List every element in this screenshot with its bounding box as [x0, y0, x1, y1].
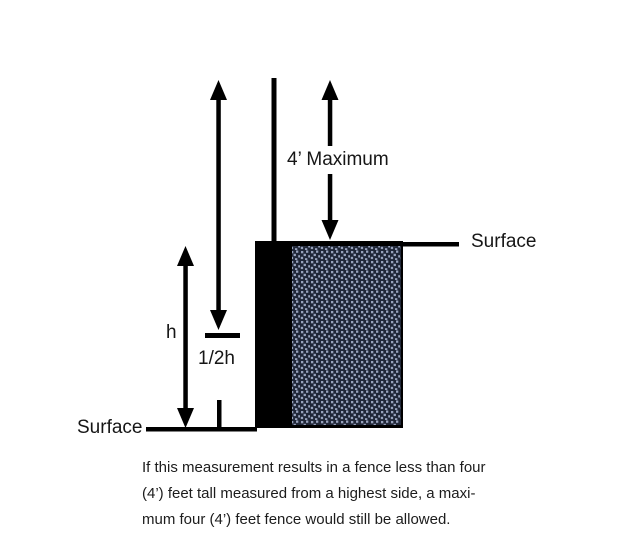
arrow-shaft — [216, 99, 221, 310]
label-max-height: 4’ Maximum — [287, 149, 389, 170]
earth-fill-pattern-rect — [292, 246, 401, 425]
lower-surface-line — [146, 427, 257, 432]
arrowhead-down — [177, 408, 194, 428]
caption-line: (4’) feet tall measured from a highest s… — [142, 485, 476, 502]
arrow-shaft — [327, 174, 333, 222]
arrowhead-down — [210, 310, 227, 330]
max-height-arrow-upper — [321, 80, 339, 146]
arrow-shaft — [327, 99, 333, 146]
max-height-arrow-lower — [321, 174, 339, 240]
caption-text: If this measurement results in a fence l… — [142, 455, 520, 533]
fence-post-line — [271, 78, 277, 241]
h-dimension-arrow — [177, 246, 194, 428]
lower-surface-tick-mark — [217, 400, 222, 428]
caption-line: If this measurement results in a fence l… — [142, 459, 486, 476]
caption-line: mum four (4’) feet fence would still be … — [142, 511, 451, 528]
label-h: h — [166, 322, 177, 343]
left-dimension-arrow — [210, 80, 227, 330]
arrowhead-up — [177, 246, 194, 266]
arrowhead-up — [210, 80, 227, 100]
arrow-shaft — [183, 265, 188, 409]
label-surface-upper: Surface — [471, 231, 537, 252]
arrowhead-up — [321, 80, 339, 100]
label-surface-lower: Surface — [77, 417, 143, 438]
half-h-tick-mark — [205, 333, 240, 338]
arrowhead-down — [321, 220, 339, 240]
upper-surface-line — [403, 242, 459, 247]
label-half-h: 1/2h — [198, 348, 235, 369]
